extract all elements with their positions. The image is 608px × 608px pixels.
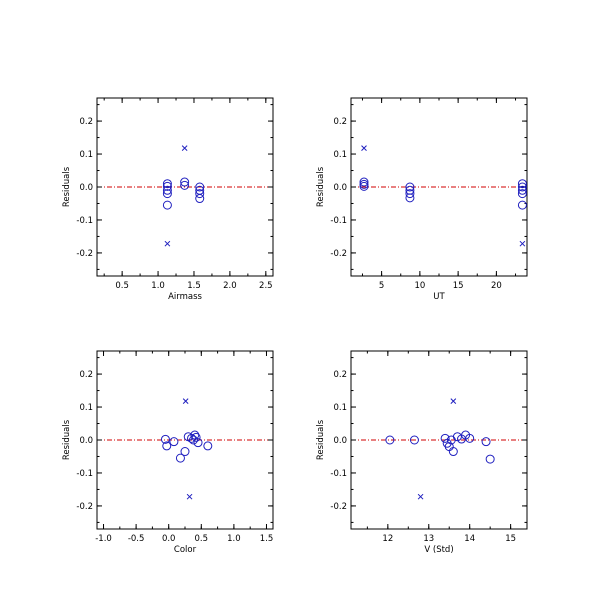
residual-point-circle [440, 433, 450, 443]
residual-point-circle [195, 182, 205, 192]
y-tick-label: -0.2 [76, 249, 93, 259]
residual-point-cross [186, 493, 193, 500]
residual-point-circle [517, 189, 527, 199]
x-tick-label: 13 [423, 534, 434, 544]
x-tick-label: 10 [414, 281, 425, 291]
x-tick-label: 12 [382, 534, 393, 544]
residual-point-circle [359, 177, 369, 187]
residual-point-cross [182, 398, 189, 404]
residual-point-cross [361, 145, 367, 151]
residual-point-circle [195, 189, 205, 199]
x-tick-label: 2.0 [223, 281, 237, 291]
residual-point-cross [450, 398, 457, 404]
x-tick-label: 20 [491, 281, 502, 291]
residual-panel-1: 0.5 1.0 1.5 2.0 2.5 0.2 0.1 0.0 -0.1 -0.2 Airmass R… [62, 97, 274, 302]
x-tick-label: 1.0 [151, 281, 165, 291]
residual-point-circle [180, 177, 190, 187]
residual-point-circle [517, 182, 527, 192]
residual-panel-3: -1.0 -0.5 0.0 0.5 1.0 1.5 0.2 0.1 0.0 -0.1 -0.2 Col… [62, 350, 274, 555]
x-tick-label: 5 [379, 281, 384, 291]
x-axis-label: V (Std) [424, 545, 453, 555]
residual-point-cross [519, 240, 526, 247]
residual-point-circle [180, 447, 190, 457]
residual-point-circle [195, 194, 205, 204]
residual-point-circle [203, 441, 213, 451]
residual-point-circle [162, 189, 172, 199]
residual-point-circle [485, 454, 495, 464]
x-axis-label: Color [174, 545, 197, 555]
y-tick-label: -0.1 [330, 216, 347, 226]
x-tick-label: 2.5 [259, 281, 273, 291]
y-tick-label: 0.0 [333, 183, 347, 193]
x-tick-label: -0.5 [128, 534, 145, 544]
x-tick-label: 14 [464, 534, 475, 544]
residual-point-circle [517, 185, 527, 195]
residual-point-circle [162, 185, 172, 195]
residual-point-circle [465, 433, 475, 443]
residual-point-circle [405, 189, 415, 199]
x-axis-label: Airmass [168, 292, 202, 302]
residual-point-circle [162, 179, 172, 189]
y-tick-label: -0.2 [330, 249, 347, 259]
y-tick-label: 0.1 [333, 150, 347, 160]
x-axis-label: UT [433, 292, 445, 302]
y-tick-label: 0.2 [79, 117, 93, 127]
y-tick-label: 0.1 [79, 150, 93, 160]
residual-point-circle [193, 438, 203, 448]
y-tick-label: 0.0 [79, 436, 93, 446]
y-tick-label: 0.2 [79, 370, 93, 380]
residual-point-cross [417, 493, 424, 500]
x-tick-label: 0.0 [162, 534, 176, 544]
x-tick-label: -1.0 [95, 534, 112, 544]
residual-point-circle [188, 435, 198, 445]
x-tick-label: 0.5 [195, 534, 209, 544]
residual-point-circle [190, 430, 200, 440]
y-axis-label: Residuals [316, 166, 326, 207]
residual-point-circle [359, 181, 369, 191]
y-axis-label: Residuals [62, 419, 72, 460]
residual-point-circle [175, 453, 185, 463]
residual-point-circle [160, 434, 170, 444]
y-tick-label: 0.0 [333, 436, 347, 446]
residual-point-circle [405, 182, 415, 192]
residual-point-circle [162, 441, 172, 451]
residual-point-circle [162, 200, 172, 210]
y-tick-label: 0.1 [79, 403, 93, 413]
residual-point-circle [405, 193, 415, 203]
residual-point-cross [164, 240, 171, 247]
y-tick-label: 0.0 [79, 183, 93, 193]
y-tick-label: 0.1 [333, 403, 347, 413]
residual-panel-4: 12 13 14 15 0.2 0.1 0.0 -0.1 -0.2 V (Std) Residual… [316, 350, 528, 555]
x-tick-label: 15 [453, 281, 464, 291]
y-tick-label: 0.2 [333, 370, 347, 380]
residual-point-circle [481, 437, 491, 447]
x-tick-label: 1.5 [260, 534, 274, 544]
residual-point-circle [162, 181, 172, 191]
residual-point-circle [448, 447, 458, 457]
x-tick-label: 15 [505, 534, 516, 544]
residual-panel-2: 5 10 15 20 0.2 0.1 0.0 -0.1 -0.2 UT Residuals [316, 97, 528, 302]
y-tick-label: -0.1 [76, 216, 93, 226]
residual-point-circle [187, 433, 197, 443]
y-axis-label: Residuals [62, 166, 72, 207]
residual-point-circle [517, 200, 527, 210]
x-tick-label: 1.5 [187, 281, 201, 291]
y-tick-label: 0.2 [333, 117, 347, 127]
residual-point-circle [169, 437, 179, 447]
residual-point-circle [385, 435, 395, 445]
residual-point-circle [180, 180, 190, 190]
y-tick-label: -0.2 [76, 502, 93, 512]
y-tick-label: -0.1 [76, 469, 93, 479]
y-tick-label: -0.1 [330, 469, 347, 479]
y-axis-label: Residuals [316, 419, 326, 460]
residual-point-circle [409, 435, 419, 445]
x-tick-label: 1.0 [227, 534, 241, 544]
x-tick-label: 0.5 [115, 281, 129, 291]
residual-point-circle [191, 432, 201, 442]
residual-point-circle [517, 179, 527, 189]
y-tick-label: -0.2 [330, 502, 347, 512]
residual-point-cross [181, 145, 188, 151]
